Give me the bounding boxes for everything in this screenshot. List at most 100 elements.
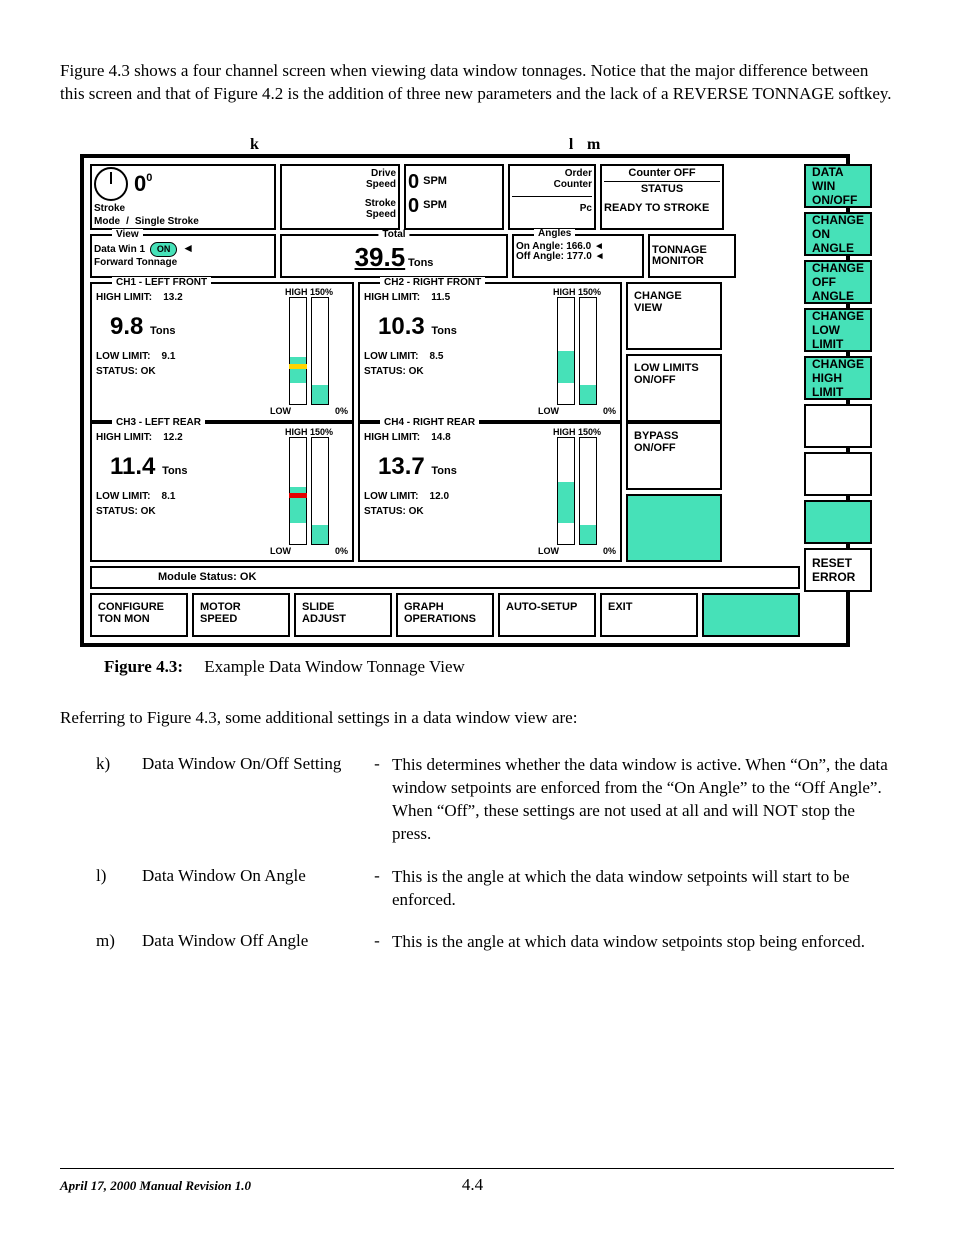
status-label: STATUS bbox=[641, 183, 683, 195]
tonnage-monitor-label: TONNAGE MONITOR bbox=[652, 245, 707, 267]
def-name: Data Window Off Angle bbox=[142, 931, 362, 954]
annot-lm: l m bbox=[569, 136, 605, 154]
module-status-label: Module Status: OK bbox=[158, 571, 256, 583]
high-bar bbox=[557, 437, 575, 545]
footer-date: April 17, 2000 Manual Revision 1.0 bbox=[60, 1178, 251, 1194]
mode-label: Mode bbox=[94, 216, 120, 227]
def-name: Data Window On Angle bbox=[142, 866, 362, 912]
total-value: 39.5 bbox=[355, 242, 406, 272]
def-dash: - bbox=[362, 931, 392, 954]
on-indicator[interactable]: ON bbox=[150, 242, 178, 257]
change-view-button[interactable]: CHANGE VIEW bbox=[626, 282, 722, 350]
low-limits-onoff-button[interactable]: LOW LIMITS ON/OFF bbox=[626, 354, 722, 422]
side-softkey[interactable]: CHANGE OFF ANGLE bbox=[804, 260, 872, 304]
bottom-blank bbox=[702, 593, 800, 637]
side-empty bbox=[804, 452, 872, 496]
channel-title: CH2 - RIGHT FRONT bbox=[380, 277, 485, 288]
dial-icon bbox=[94, 167, 128, 201]
pc-label: Pc bbox=[512, 203, 592, 214]
caption-ref: Figure 4.3: bbox=[104, 657, 183, 676]
bottom-softkey[interactable]: EXIT bbox=[600, 593, 698, 637]
channel-aux-column: CHANGE VIEWLOW LIMITS ON/OFF bbox=[626, 282, 722, 422]
def-desc: This is the angle at which data window s… bbox=[392, 931, 894, 954]
side-softkey[interactable]: CHANGE HIGH LIMIT bbox=[804, 356, 872, 400]
channel-panel: CH2 - RIGHT FRONTHIGH LIMIT: 11.510.3 To… bbox=[358, 282, 622, 422]
counter-off: Counter OFF bbox=[604, 168, 720, 179]
status-panel: Counter OFF STATUS READY TO STROKE bbox=[600, 164, 724, 230]
side-softkey[interactable]: DATA WIN ON/OFF bbox=[804, 164, 872, 208]
total-label: Total bbox=[378, 230, 409, 240]
degree-icon: 0 bbox=[146, 172, 152, 184]
bottom-softkey[interactable]: GRAPH OPERATIONS bbox=[396, 593, 494, 637]
channel-row: CH3 - LEFT REARHIGH LIMIT: 12.211.4 Tons… bbox=[90, 422, 800, 562]
view-total-row: View Data Win 1 ON ◄ Forward Tonnage Tot… bbox=[90, 234, 800, 278]
side-softkey[interactable]: CHANGE LOW LIMIT bbox=[804, 308, 872, 352]
channel-row: CH1 - LEFT FRONTHIGH LIMIT: 13.29.8 Tons… bbox=[90, 282, 800, 422]
definition-item: l)Data Window On Angle-This is the angle… bbox=[96, 866, 894, 912]
speed-panel: Drive Speed Stroke Speed bbox=[280, 164, 400, 230]
low-bar bbox=[579, 297, 597, 405]
def-dash: - bbox=[362, 754, 392, 846]
tonnage-monitor-button[interactable]: TONNAGE MONITOR bbox=[648, 234, 736, 278]
tonnage-screen: 00 Stroke Mode/Single Stroke Drive Speed… bbox=[80, 154, 850, 647]
drive-spm: 0 bbox=[408, 172, 419, 192]
view-panel: View Data Win 1 ON ◄ Forward Tonnage bbox=[90, 234, 276, 278]
stroke-label: Stroke bbox=[94, 203, 125, 214]
channel-bargraph: HIGH 150%LOW0% bbox=[538, 288, 616, 416]
spm-unit-2: SPM bbox=[423, 200, 447, 211]
off-angle-label: Off Angle: bbox=[516, 251, 564, 262]
figure-caption: Figure 4.3: Example Data Window Tonnage … bbox=[104, 657, 894, 677]
arrow-left-icon: ◄ bbox=[182, 242, 194, 254]
def-letter: l) bbox=[96, 866, 142, 912]
side-softkey[interactable]: CHANGE ON ANGLE bbox=[804, 212, 872, 256]
low-bar bbox=[579, 437, 597, 545]
order-counter-label: Order Counter bbox=[512, 168, 592, 190]
def-dash: - bbox=[362, 866, 392, 912]
stroke-angle: 0 bbox=[134, 171, 146, 196]
bypass-onoff-button[interactable]: BYPASS ON/OFF bbox=[626, 422, 722, 490]
stroke-speed-label: Stroke Speed bbox=[284, 198, 396, 220]
reset-error-button[interactable]: RESET ERROR bbox=[804, 548, 872, 592]
ready-status: READY TO STROKE bbox=[604, 203, 720, 214]
channel-aux-column: BYPASS ON/OFF bbox=[626, 422, 722, 562]
def-name: Data Window On/Off Setting bbox=[142, 754, 362, 846]
followup-paragraph: Referring to Figure 4.3, some additional… bbox=[60, 707, 894, 730]
angles-panel: Angles On Angle: 166.0 ◄ Off Angle: 177.… bbox=[512, 234, 644, 278]
stroke-spm: 0 bbox=[408, 196, 419, 216]
spm-unit-1: SPM bbox=[423, 176, 447, 187]
intro-paragraph: Figure 4.3 shows a four channel screen w… bbox=[60, 60, 894, 106]
spm-panel: 0 SPM 0 SPM bbox=[404, 164, 504, 230]
data-win-label: Data Win 1 bbox=[94, 244, 145, 255]
definition-list: k)Data Window On/Off Setting-This determ… bbox=[96, 754, 894, 955]
annot-k: k bbox=[250, 136, 259, 154]
definition-item: k)Data Window On/Off Setting-This determ… bbox=[96, 754, 894, 846]
view-label: View bbox=[112, 229, 143, 240]
stroke-panel: 00 Stroke Mode/Single Stroke bbox=[90, 164, 276, 230]
bottom-softkey[interactable]: AUTO-SETUP bbox=[498, 593, 596, 637]
total-panel: Total 39.5 Tons bbox=[280, 234, 508, 278]
right-softkey-column: DATA WIN ON/OFFCHANGE ON ANGLECHANGE OFF… bbox=[804, 164, 872, 637]
side-empty bbox=[804, 500, 872, 544]
page-footer: April 17, 2000 Manual Revision 1.0 4.4 bbox=[60, 1168, 894, 1195]
page: Figure 4.3 shows a four channel screen w… bbox=[0, 0, 954, 1235]
bottom-softkey[interactable]: CONFIGURE TON MON bbox=[90, 593, 188, 637]
footer-page: 4.4 bbox=[251, 1175, 694, 1195]
channel-title: CH4 - RIGHT REAR bbox=[380, 417, 479, 428]
bottom-softkey[interactable]: SLIDE ADJUST bbox=[294, 593, 392, 637]
angles-label: Angles bbox=[534, 229, 575, 239]
low-bar bbox=[311, 297, 329, 405]
figure-4-3: k l m 00 Stroke bbox=[80, 136, 894, 677]
caption-text: Example Data Window Tonnage View bbox=[204, 657, 465, 676]
channel-bargraph: HIGH 150%LOW0% bbox=[538, 428, 616, 556]
figure-annotations: k l m bbox=[80, 136, 850, 154]
screen-main-row: 00 Stroke Mode/Single Stroke Drive Speed… bbox=[90, 164, 840, 637]
high-bar bbox=[289, 297, 307, 405]
channel-bargraph: HIGH 150%LOW0% bbox=[270, 428, 348, 556]
status-panels-row: 00 Stroke Mode/Single Stroke Drive Speed… bbox=[90, 164, 800, 230]
definition-item: m)Data Window Off Angle-This is the angl… bbox=[96, 931, 894, 954]
side-empty bbox=[804, 404, 872, 448]
total-unit: Tons bbox=[408, 257, 433, 269]
def-desc: This is the angle at which the data wind… bbox=[392, 866, 894, 912]
bottom-softkey[interactable]: MOTOR SPEED bbox=[192, 593, 290, 637]
forward-tonnage-label: Forward Tonnage bbox=[94, 257, 272, 268]
